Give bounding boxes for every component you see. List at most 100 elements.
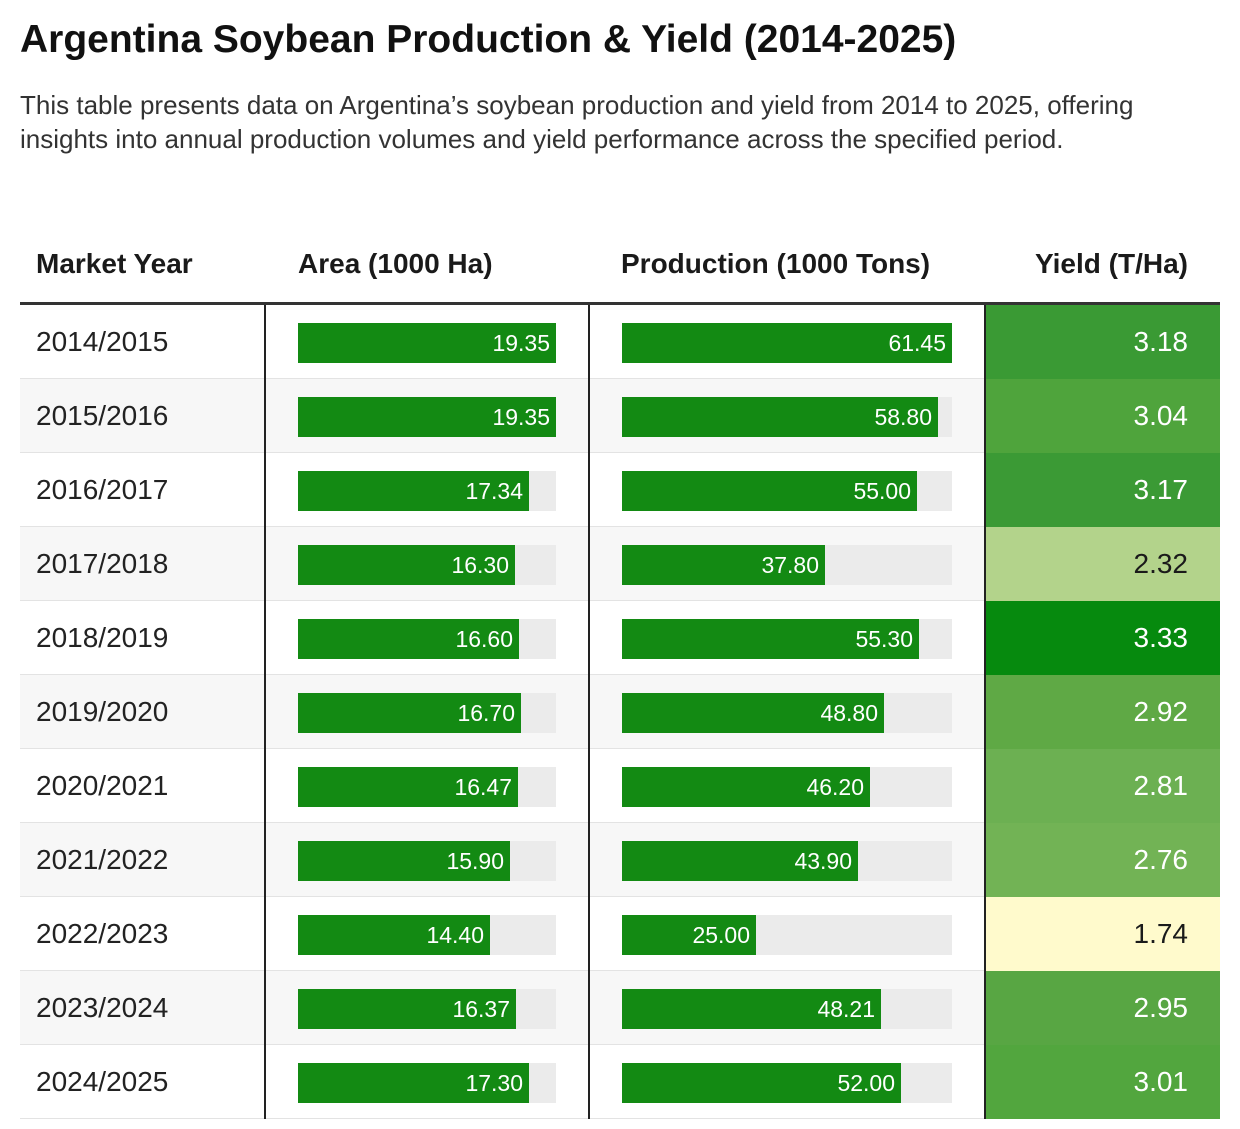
market-year-cell: 2016/2017 — [36, 474, 169, 505]
prod-bar-track: 58.80 — [622, 397, 952, 437]
table-row: 2024/2025 17.30 52.00 3.01 — [20, 1045, 1220, 1119]
prod-value-label: 52.00 — [837, 1070, 895, 1096]
market-year-cell: 2017/2018 — [36, 548, 169, 579]
table-row: 2021/2022 15.90 43.90 2.76 — [20, 823, 1220, 897]
area-bar: 14.40 — [298, 915, 490, 955]
prod-value-label: 46.20 — [806, 774, 864, 800]
prod-bar-track: 61.45 — [622, 323, 952, 363]
table-row: 2019/2020 16.70 48.80 2.92 — [20, 675, 1220, 749]
table-header: Market Year Area (1000 Ha) Production (1… — [20, 228, 1220, 305]
area-bar: 17.34 — [298, 471, 529, 511]
header-market-year[interactable]: Market Year — [36, 248, 193, 279]
area-bar-track: 17.30 — [298, 1063, 556, 1103]
yield-cell: 2.95 — [985, 971, 1220, 1045]
header-production[interactable]: Production (1000 Tons) — [621, 248, 931, 279]
prod-bar: 55.30 — [622, 619, 919, 659]
market-year-cell: 2018/2019 — [36, 622, 169, 653]
area-bar: 16.30 — [298, 545, 515, 585]
area-value-label: 17.34 — [465, 478, 523, 504]
prod-bar: 61.45 — [622, 323, 952, 363]
prod-value-label: 55.30 — [855, 626, 913, 652]
table-row: 2016/2017 17.34 55.00 3.17 — [20, 453, 1220, 527]
prod-bar-track: 48.21 — [622, 989, 952, 1029]
area-value-label: 16.60 — [455, 626, 513, 652]
market-year-cell: 2019/2020 — [36, 696, 169, 727]
prod-value-label: 25.00 — [692, 922, 750, 948]
prod-bar-track: 55.00 — [622, 471, 952, 511]
area-bar: 15.90 — [298, 841, 510, 881]
area-value-label: 19.35 — [492, 404, 550, 430]
prod-bar-track: 43.90 — [622, 841, 952, 881]
yield-cell: 1.74 — [985, 897, 1220, 971]
prod-bar: 52.00 — [622, 1063, 901, 1103]
prod-bar-track: 25.00 — [622, 915, 952, 955]
area-bar-track: 16.37 — [298, 989, 556, 1029]
page-title: Argentina Soybean Production & Yield (20… — [20, 18, 957, 61]
table-row: 2023/2024 16.37 48.21 2.95 — [20, 971, 1220, 1045]
prod-value-label: 48.21 — [817, 996, 875, 1022]
area-bar: 19.35 — [298, 397, 556, 437]
area-bar: 17.30 — [298, 1063, 529, 1103]
prod-bar-track: 52.00 — [622, 1063, 952, 1103]
table-row: 2015/2016 19.35 58.80 3.04 — [20, 379, 1220, 453]
area-bar-track: 15.90 — [298, 841, 556, 881]
column-divider — [588, 305, 590, 1119]
yield-cell: 2.32 — [985, 527, 1220, 601]
area-bar-track: 16.47 — [298, 767, 556, 807]
area-bar-track: 19.35 — [298, 397, 556, 437]
area-bar-track: 16.30 — [298, 545, 556, 585]
prod-bar: 55.00 — [622, 471, 917, 511]
area-bar: 16.60 — [298, 619, 519, 659]
market-year-cell: 2023/2024 — [36, 992, 169, 1023]
market-year-cell: 2021/2022 — [36, 844, 169, 875]
area-bar: 16.70 — [298, 693, 521, 733]
market-year-cell: 2024/2025 — [36, 1066, 169, 1097]
area-value-label: 16.70 — [457, 700, 515, 726]
area-bar: 16.37 — [298, 989, 516, 1029]
prod-bar: 48.80 — [622, 693, 884, 733]
header-area[interactable]: Area (1000 Ha) — [298, 248, 493, 279]
table-row: 2018/2019 16.60 55.30 3.33 — [20, 601, 1220, 675]
prod-bar-track: 48.80 — [622, 693, 952, 733]
yield-cell: 3.04 — [985, 379, 1220, 453]
page-subtitle: This table presents data on Argentina’s … — [20, 90, 1134, 154]
yield-cell: 2.81 — [985, 749, 1220, 823]
soybean-table: Market Year Area (1000 Ha) Production (1… — [20, 228, 1220, 1119]
prod-bar: 58.80 — [622, 397, 938, 437]
area-value-label: 16.30 — [451, 552, 509, 578]
area-bar-track: 16.60 — [298, 619, 556, 659]
yield-cell: 2.76 — [985, 823, 1220, 897]
table-body: 2014/2015 19.35 61.45 3.18 2015/2016 19.35 58.… — [20, 305, 1220, 1119]
area-value-label: 16.47 — [454, 774, 512, 800]
area-bar: 19.35 — [298, 323, 556, 363]
area-value-label: 15.90 — [446, 848, 504, 874]
market-year-cell: 2022/2023 — [36, 918, 169, 949]
prod-bar-track: 37.80 — [622, 545, 952, 585]
yield-cell: 2.92 — [985, 675, 1220, 749]
area-bar-track: 17.34 — [298, 471, 556, 511]
prod-value-label: 58.80 — [874, 404, 932, 430]
area-bar-track: 14.40 — [298, 915, 556, 955]
prod-value-label: 61.45 — [888, 330, 946, 356]
prod-value-label: 43.90 — [794, 848, 852, 874]
area-value-label: 19.35 — [492, 330, 550, 356]
prod-bar-track: 55.30 — [622, 619, 952, 659]
prod-bar: 48.21 — [622, 989, 881, 1029]
market-year-cell: 2014/2015 — [36, 326, 169, 357]
area-value-label: 17.30 — [465, 1070, 523, 1096]
yield-cell: 3.18 — [985, 305, 1220, 379]
yield-cell: 3.01 — [985, 1045, 1220, 1119]
prod-bar-track: 46.20 — [622, 767, 952, 807]
yield-cell: 3.17 — [985, 453, 1220, 527]
prod-value-label: 37.80 — [761, 552, 819, 578]
area-value-label: 16.37 — [452, 996, 510, 1022]
header-yield[interactable]: Yield (T/Ha) — [1035, 248, 1188, 279]
prod-value-label: 48.80 — [820, 700, 878, 726]
market-year-cell: 2020/2021 — [36, 770, 169, 801]
area-bar: 16.47 — [298, 767, 518, 807]
prod-value-label: 55.00 — [853, 478, 911, 504]
column-divider — [984, 305, 986, 1119]
yield-cell: 3.33 — [985, 601, 1220, 675]
table-row: 2020/2021 16.47 46.20 2.81 — [20, 749, 1220, 823]
prod-bar: 37.80 — [622, 545, 825, 585]
